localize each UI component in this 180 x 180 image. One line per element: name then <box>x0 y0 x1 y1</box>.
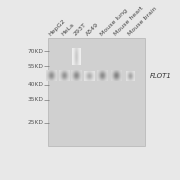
Text: 40KD: 40KD <box>28 82 43 87</box>
Text: Mouse lung: Mouse lung <box>99 8 128 37</box>
Text: HeLa: HeLa <box>60 22 75 37</box>
Text: FLOT1: FLOT1 <box>149 73 171 79</box>
Text: Mouse brain: Mouse brain <box>127 6 158 37</box>
Text: Mouse heart: Mouse heart <box>113 6 144 37</box>
Text: 55KD: 55KD <box>28 64 43 69</box>
Text: 293T: 293T <box>73 22 87 37</box>
Bar <box>48 38 145 146</box>
Text: HepG2: HepG2 <box>48 18 66 37</box>
Text: 70KD: 70KD <box>28 49 43 54</box>
Text: 35KD: 35KD <box>28 97 43 102</box>
Text: 25KD: 25KD <box>28 120 43 125</box>
Text: A549: A549 <box>85 22 100 37</box>
